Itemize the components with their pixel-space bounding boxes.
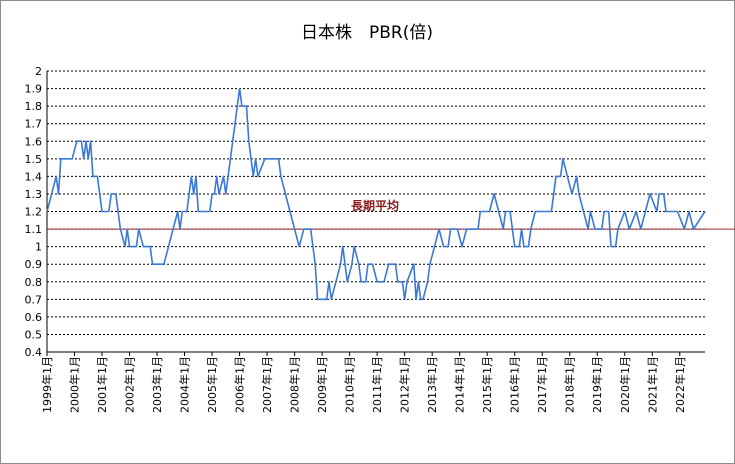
y-tick-label: 1.4 bbox=[25, 170, 43, 183]
x-tick-label: 2007年1月 bbox=[260, 356, 274, 413]
pbr-series bbox=[46, 87, 706, 301]
y-tick-label: 1 bbox=[35, 241, 42, 254]
x-tick-label: 2018年1月 bbox=[563, 356, 577, 413]
x-tick-label: 2003年1月 bbox=[150, 356, 164, 413]
chart-title: 日本株 PBR(倍) bbox=[301, 23, 433, 43]
x-tick-label: 2013年1月 bbox=[425, 356, 439, 413]
x-tick-label: 2021年1月 bbox=[645, 356, 659, 413]
x-tick-label: 2005年1月 bbox=[205, 356, 219, 413]
x-tick-label: 2008年1月 bbox=[288, 356, 302, 413]
y-tick-label: 1.3 bbox=[25, 188, 43, 201]
y-tick-label: 0.4 bbox=[25, 346, 43, 359]
y-tick-label: 2 bbox=[35, 65, 42, 78]
x-tick-label: 2010年1月 bbox=[343, 356, 357, 413]
y-tick-label: 0.9 bbox=[25, 258, 43, 271]
x-tick-label: 2001年1月 bbox=[95, 356, 109, 413]
y-tick-label: 1.6 bbox=[25, 135, 43, 148]
x-tick-label: 2002年1月 bbox=[123, 356, 137, 413]
x-tick-label: 2014年1月 bbox=[453, 356, 467, 413]
y-axis: 2 1.9 1.8 1.7 1.6 1.5 1.4 1.3 1.2 1.1 1 0.9 0.8 0.7 0.… bbox=[25, 65, 48, 359]
x-tick-label: 2006年1月 bbox=[233, 356, 247, 413]
y-tick-label: 0.7 bbox=[25, 293, 43, 306]
x-tick-label: 2012年1月 bbox=[398, 356, 412, 413]
y-tick-label: 1.2 bbox=[25, 206, 43, 219]
x-tick-label: 2004年1月 bbox=[178, 356, 192, 413]
y-tick-label: 0.5 bbox=[25, 328, 43, 341]
x-axis: 1999年1月 2000年1月 2001年1月 2002年1月 2003年1月 2004年… bbox=[40, 351, 705, 413]
y-tick-label: 1.5 bbox=[25, 153, 43, 166]
y-tick-label: 0.8 bbox=[25, 276, 43, 289]
x-tick-label: 2019年1月 bbox=[590, 356, 604, 413]
x-tick-label: 2009年1月 bbox=[315, 356, 329, 413]
pbr-series-line bbox=[46, 87, 706, 301]
y-tick-label: 1.7 bbox=[25, 118, 43, 131]
average-label: 長期平均 bbox=[351, 198, 399, 213]
long-term-average: 長期平均 bbox=[47, 198, 735, 230]
y-tick-label: 1.1 bbox=[25, 223, 43, 236]
y-tick-label: 0.6 bbox=[25, 311, 43, 324]
x-tick-label: 2011年1月 bbox=[370, 356, 384, 413]
x-tick-label: 2016年1月 bbox=[508, 356, 522, 413]
x-tick-label: 2000年1月 bbox=[68, 356, 82, 413]
x-tick-label: 2022年1月 bbox=[673, 356, 687, 413]
x-tick-label: 2015年1月 bbox=[480, 356, 494, 413]
x-tick-label: 1999年1月 bbox=[40, 356, 54, 413]
y-tick-label: 1.9 bbox=[25, 83, 43, 96]
x-tick-label: 2017年1月 bbox=[535, 356, 549, 413]
x-tick-label: 2020年1月 bbox=[618, 356, 632, 413]
y-tick-label: 1.8 bbox=[25, 100, 43, 113]
